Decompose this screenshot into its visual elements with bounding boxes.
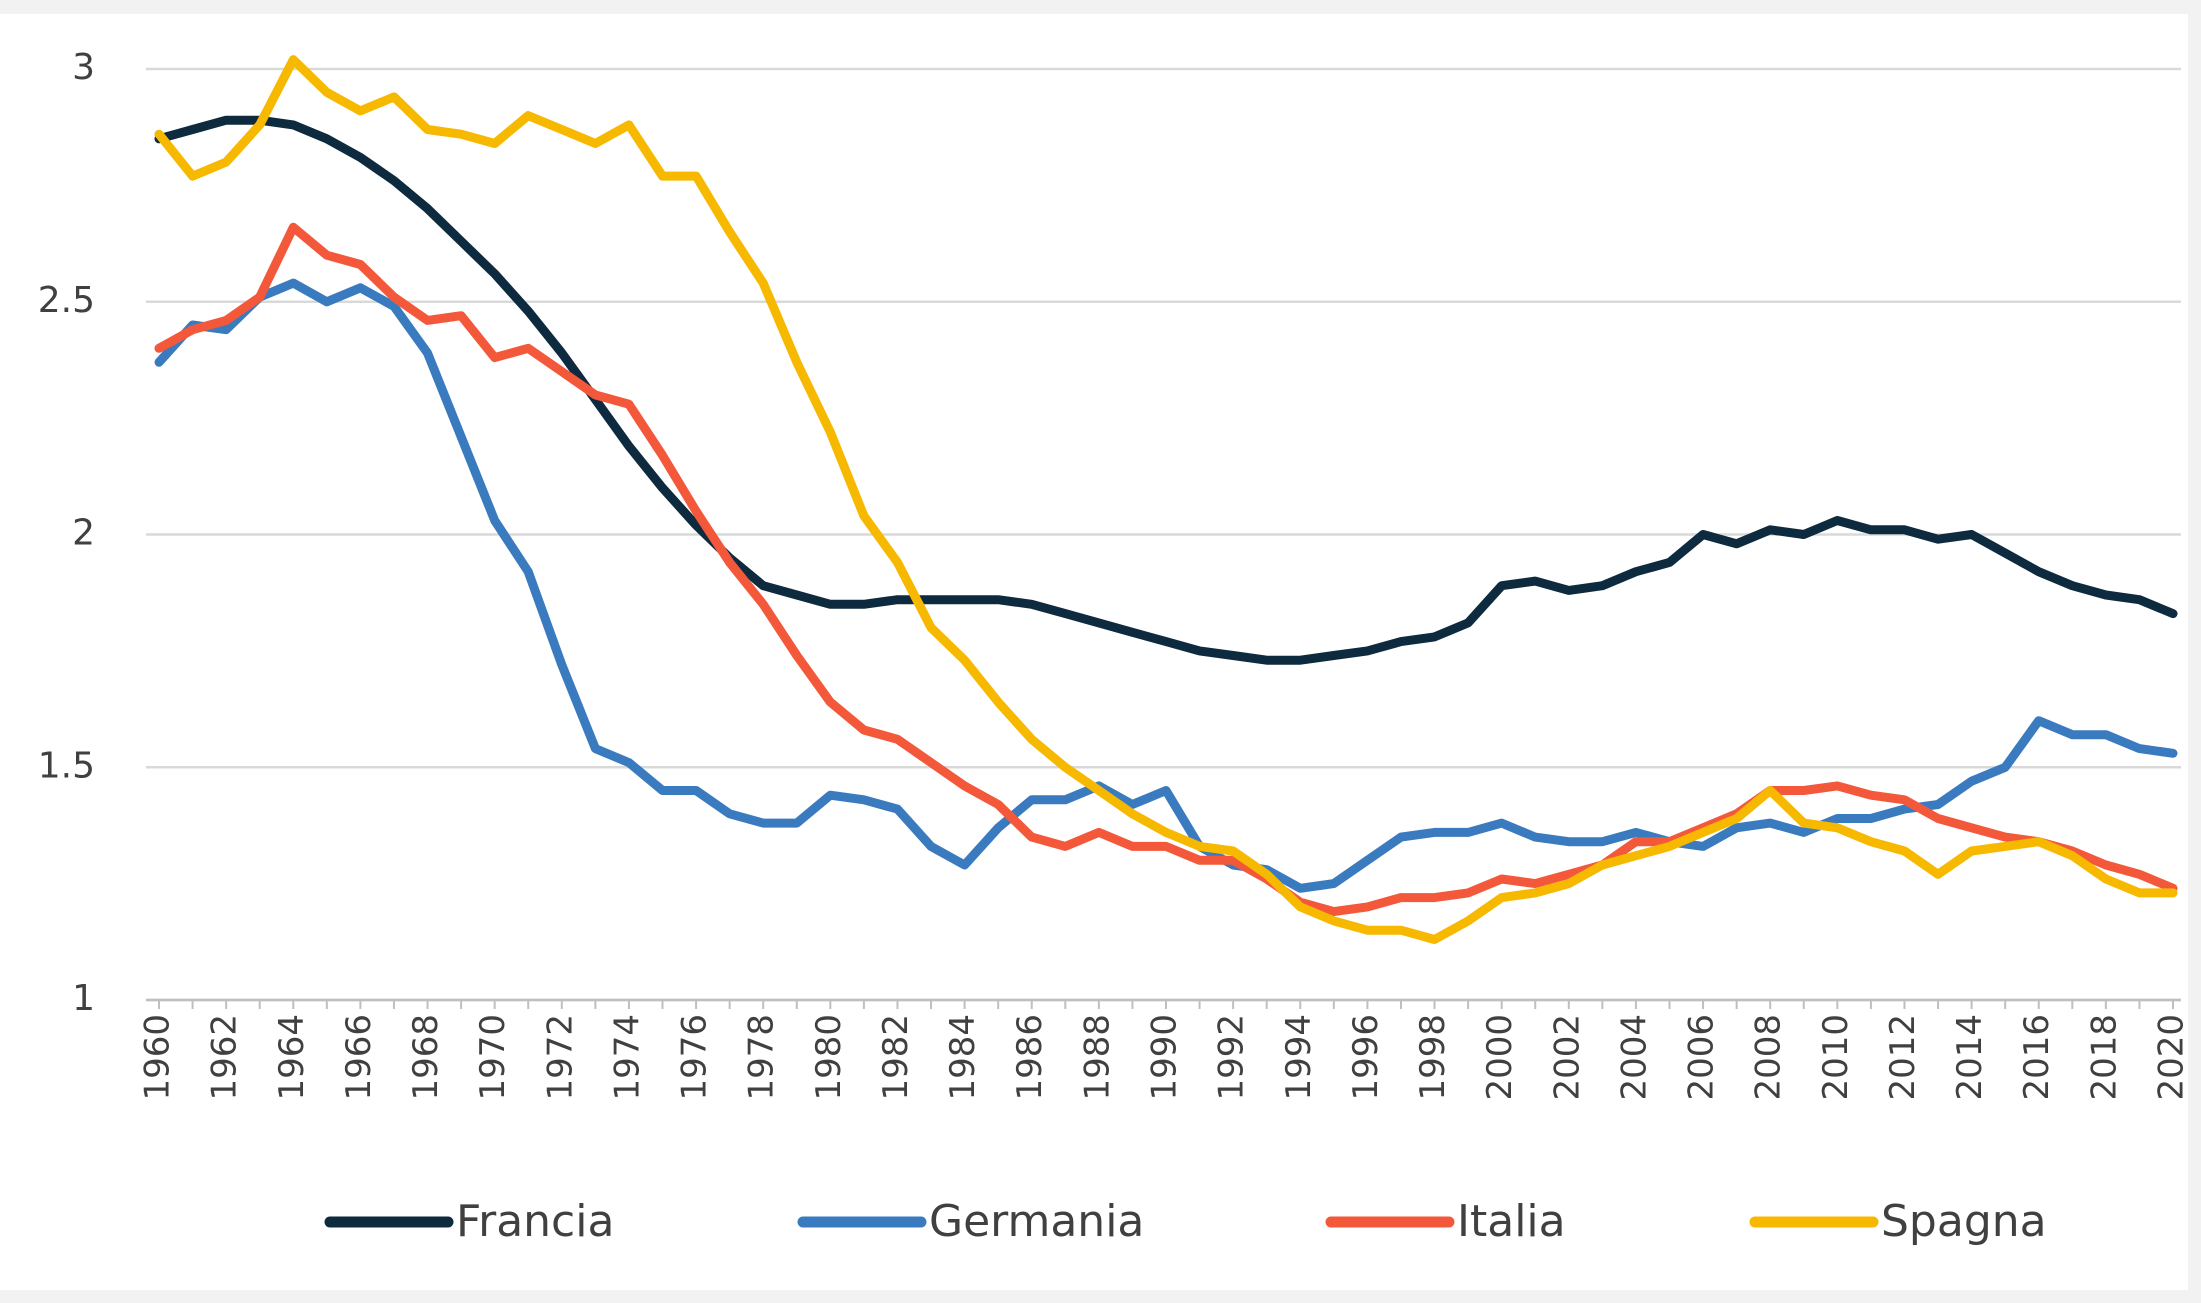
x-tick-label: 2018 bbox=[2084, 1014, 2124, 1101]
x-tick-label: 2004 bbox=[1614, 1014, 1654, 1101]
x-tick-label: 1992 bbox=[1212, 1014, 1252, 1101]
legend-label: Germania bbox=[929, 1196, 1144, 1247]
legend-label: Spagna bbox=[1881, 1196, 2047, 1247]
x-tick-label: 1986 bbox=[1010, 1014, 1050, 1101]
series-line bbox=[154, 55, 2178, 944]
chart-panel bbox=[0, 14, 2188, 1290]
x-tick-label: 1962 bbox=[205, 1014, 245, 1101]
x-tick-label: 1972 bbox=[540, 1014, 580, 1101]
x-tick-label: 2020 bbox=[2152, 1014, 2192, 1101]
x-tick-label: 2002 bbox=[1547, 1014, 1587, 1101]
x-tick-label: 1978 bbox=[742, 1014, 782, 1101]
x-tick-label: 2000 bbox=[1480, 1014, 1520, 1101]
y-tick-label: 2.5 bbox=[38, 280, 95, 321]
x-tick-label: 1970 bbox=[473, 1014, 513, 1101]
x-tick-label: 1996 bbox=[1346, 1014, 1386, 1101]
x-tick-label: 2014 bbox=[1950, 1014, 1990, 1101]
x-tick-label: 1964 bbox=[272, 1014, 312, 1101]
series-line bbox=[154, 278, 2178, 893]
x-tick-label: 1984 bbox=[943, 1014, 983, 1101]
x-tick-label: 2012 bbox=[1883, 1014, 1923, 1101]
x-tick-label: 2010 bbox=[1816, 1014, 1856, 1101]
y-tick-label: 3 bbox=[72, 47, 95, 88]
x-tick-label: 1974 bbox=[607, 1014, 647, 1101]
x-tick-label: 2006 bbox=[1682, 1014, 1722, 1101]
series-line bbox=[154, 115, 2178, 665]
x-tick-label: 1980 bbox=[809, 1014, 849, 1101]
y-tick-label: 2 bbox=[72, 513, 95, 554]
x-tick-label: 1976 bbox=[675, 1014, 715, 1101]
x-tick-label: 1960 bbox=[138, 1014, 178, 1101]
x-tick-label: 1968 bbox=[406, 1014, 446, 1101]
series-line bbox=[154, 222, 2178, 917]
x-tick-label: 1988 bbox=[1077, 1014, 1117, 1101]
x-tick-label: 1982 bbox=[876, 1014, 916, 1101]
legend-label: Italia bbox=[1457, 1196, 1566, 1247]
x-tick-label: 1994 bbox=[1279, 1014, 1319, 1101]
x-tick-label: 1998 bbox=[1413, 1014, 1453, 1101]
x-tick-label: 1966 bbox=[339, 1014, 379, 1101]
x-tick-label: 2016 bbox=[2017, 1014, 2057, 1101]
x-tick-label: 1990 bbox=[1145, 1014, 1185, 1101]
legend-label: Francia bbox=[456, 1196, 614, 1247]
y-tick-label: 1.5 bbox=[38, 745, 95, 786]
x-tick-label: 2008 bbox=[1749, 1014, 1789, 1101]
y-tick-label: 1 bbox=[72, 978, 95, 1019]
